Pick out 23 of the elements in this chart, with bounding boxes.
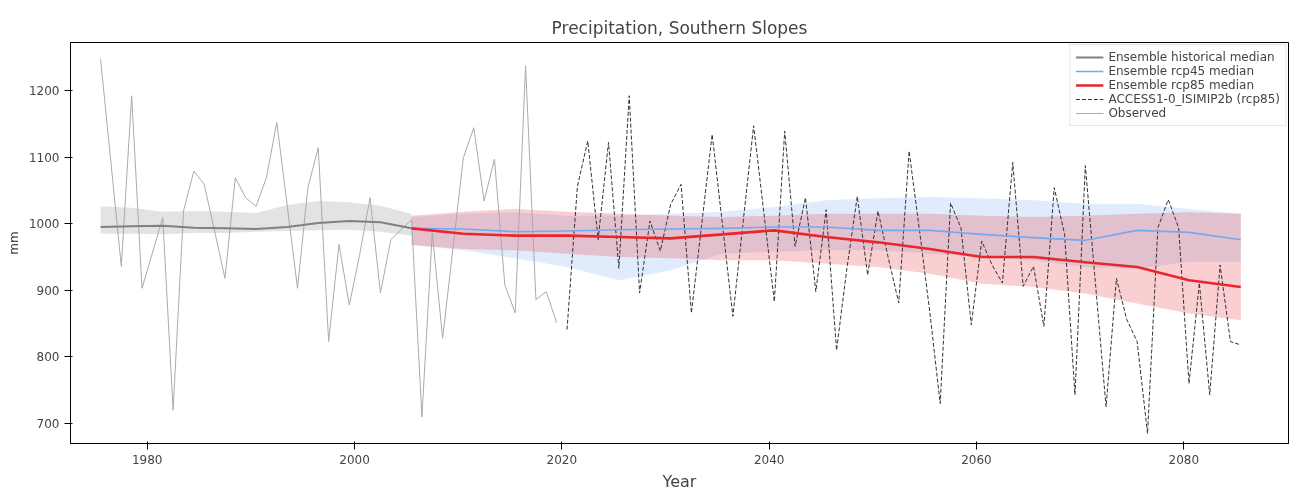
y-tick-label: 900 [36, 283, 60, 298]
y-tick-label: 1000 [28, 217, 60, 232]
legend-label: Ensemble historical median [1108, 50, 1275, 64]
line-series [410, 227, 1243, 289]
line-series [99, 220, 413, 231]
x-tick-label: 2060 [961, 452, 992, 467]
x-tick-label: 2040 [753, 452, 785, 467]
legend-label: Ensemble rcp45 median [1108, 64, 1255, 78]
chart-title: Precipitation, Southern Slopes [551, 17, 808, 38]
y-tick-label: 700 [36, 417, 60, 432]
y-tick-label: 1200 [28, 83, 60, 98]
x-axis-title: Year [661, 471, 697, 491]
legend-label: Observed [1108, 106, 1167, 120]
x-tick-label: 1980 [131, 452, 163, 467]
x-tick-label: 2000 [339, 452, 370, 467]
legend-label: Ensemble rcp85 median [1108, 78, 1255, 92]
y-tick-label: 1100 [28, 150, 60, 165]
line-series [100, 58, 558, 418]
x-tick-label: 2020 [546, 452, 578, 467]
legend-label: ACCESS1-0_ISIMIP2b (rcp85) [1108, 92, 1280, 106]
y-axis-title: mm [6, 231, 21, 255]
x-tick-label: 2080 [1168, 452, 1200, 467]
y-tick-label: 800 [36, 350, 60, 365]
